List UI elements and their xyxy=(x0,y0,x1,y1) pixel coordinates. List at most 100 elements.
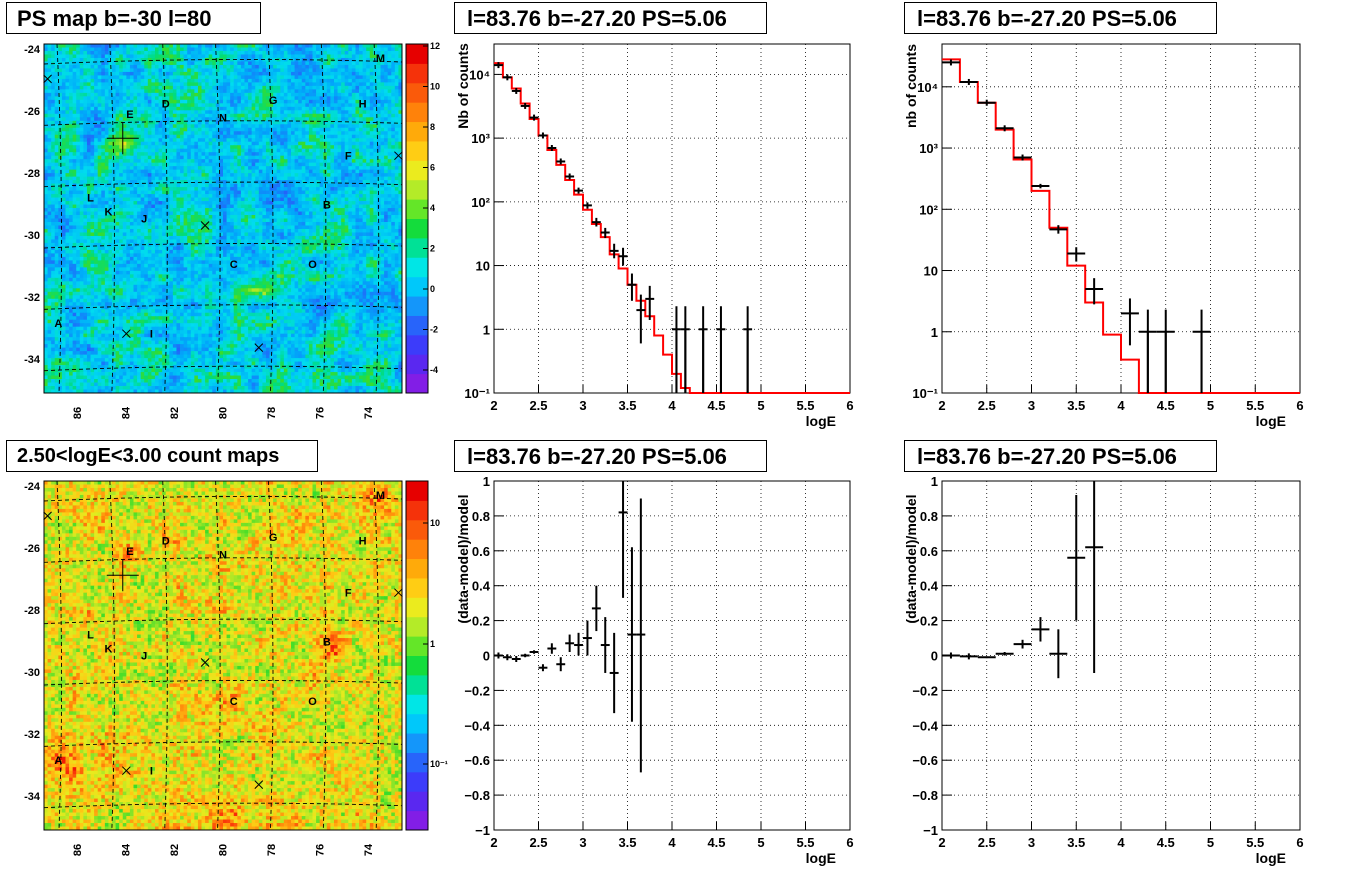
spectrum_left-data-point xyxy=(680,306,690,393)
ps_map-y-tick-label: -28 xyxy=(24,168,40,180)
residual_right-x-tick-label: 2.5 xyxy=(978,835,996,850)
count_map-cross-marker xyxy=(394,588,403,598)
spectrum_left-data-point xyxy=(511,87,521,94)
ps_map-source-l: L xyxy=(87,193,94,205)
count_map-colorbar-cell xyxy=(406,616,428,637)
spectrum_left-data-point xyxy=(547,144,557,151)
residual_right-y-tick-label: 0 xyxy=(931,649,938,664)
count_map-source-m: M xyxy=(376,490,385,502)
ps_map-x-tick-label: 82 xyxy=(169,407,181,419)
ps_map-y-tick-label: -24 xyxy=(24,44,41,56)
ps_map-lon-line xyxy=(56,43,63,394)
ps_map-colorbar-tick-label: 10 xyxy=(430,82,440,92)
ps_map-colorbar-cell xyxy=(406,237,428,258)
spectrum_left-x-tick-label: 2.5 xyxy=(529,398,547,413)
ps_map-colorbar-cell xyxy=(406,63,428,84)
count_map-y-tick-label: -28 xyxy=(24,605,40,617)
spectrum_right-y-axis-label: nb of counts xyxy=(903,44,919,128)
spectrum_left-data-point xyxy=(520,102,530,109)
ps_map-colorbar-tick-label: 6 xyxy=(430,163,435,173)
ps_map-lat-line xyxy=(43,120,403,126)
count_map-colorbar-cell xyxy=(406,577,428,598)
spectrum_left-data-point xyxy=(591,217,601,227)
ps_map-colorbar-cell xyxy=(406,296,428,316)
count_map-colorbar-cell xyxy=(406,752,428,773)
ps_map-colorbar-cell xyxy=(406,315,428,336)
ps_map-colorbar-frame xyxy=(405,43,429,394)
count_map-colorbar-cell xyxy=(406,636,428,656)
spectrum_right-data-point xyxy=(1121,298,1139,346)
residual_left-data-point xyxy=(511,655,521,662)
ps_map-source-i: I xyxy=(150,329,153,341)
spectrum-left-title: l=83.76 b=-27.20 PS=5.06 xyxy=(454,2,767,34)
residual_right-data-point xyxy=(1031,617,1050,642)
count_map-colorbar-cell xyxy=(406,674,428,695)
ps_map-colorbar-tick-label: 0 xyxy=(430,284,435,294)
residual_left-data-point xyxy=(583,620,592,656)
ps_map-x-tick-label: 76 xyxy=(315,407,327,419)
count_map-x-tick-label: 76 xyxy=(315,844,327,856)
ps_map-colorbar-cell xyxy=(406,102,428,123)
ps_map-lat-line xyxy=(43,304,403,310)
count_map-x-tick-label: 78 xyxy=(266,844,278,856)
count_map-colorbar-cell xyxy=(406,500,428,521)
residual_left-data-point xyxy=(591,585,601,632)
ps_map-colorbar-cell xyxy=(406,354,428,375)
spectrum-right-title: l=83.76 b=-27.20 PS=5.06 xyxy=(904,2,1217,34)
count_map-colorbar-cell xyxy=(406,519,428,540)
count_map-source-o: O xyxy=(308,696,317,708)
spectrum_left-data-point xyxy=(529,114,539,121)
residual_left-x-tick-label: 6 xyxy=(846,835,853,850)
count_map-source-k: K xyxy=(104,644,112,656)
spectrum_left-y-tick-label: 10² xyxy=(471,195,490,210)
ps_map-x-tick-label: 80 xyxy=(218,407,230,419)
spectrum_left-y-axis-label: Nb of counts xyxy=(455,43,471,129)
count_map-x-tick-label: 84 xyxy=(121,843,133,856)
spectrum_right-y-tick-label: 10⁻¹ xyxy=(912,386,938,401)
residual_right-x-tick-label: 5.5 xyxy=(1246,835,1264,850)
ps_map-source-h: H xyxy=(359,98,367,110)
spectrum_left-x-tick-label: 6 xyxy=(846,398,853,413)
count_map-lon-line xyxy=(162,480,168,831)
spectrum_left-data-point xyxy=(716,306,726,393)
count_map-cross-marker xyxy=(200,658,210,667)
ps_map-cross-marker xyxy=(43,74,52,84)
ps_map-colorbar-tick-label: -4 xyxy=(430,365,438,375)
count_map-source-j: J xyxy=(141,651,147,663)
residual_right-y-tick-label: −0.6 xyxy=(912,753,938,768)
ps_map-colorbar-cell xyxy=(406,121,428,142)
residual_left-y-tick-label: −0.4 xyxy=(464,718,490,733)
spectrum_right-x-axis-label: logE xyxy=(1256,413,1286,429)
ps_map-lat-line xyxy=(43,181,403,188)
ps_map-colorbar-cell xyxy=(406,373,428,394)
count_map-lat-line xyxy=(43,802,403,809)
ps_map-colorbar-cell xyxy=(406,199,428,219)
ps_map-source-c: C xyxy=(230,259,238,271)
count_map-source-f: F xyxy=(345,588,352,600)
spectrum_left-data-point xyxy=(672,306,681,393)
spectrum_right-data-point xyxy=(977,99,996,106)
residual_left-data-point xyxy=(600,617,610,673)
spectrum_right-x-tick-label: 5.5 xyxy=(1246,398,1264,413)
count_map-y-tick-label: -32 xyxy=(24,729,40,741)
ps_map-colorbar-tick-label: -2 xyxy=(430,325,438,335)
spectrum_left-data-point xyxy=(565,173,575,180)
spectrum_right-data-point xyxy=(1085,278,1104,305)
spectrum_left-data-point xyxy=(574,187,583,194)
ps-map-title: PS map b=-30 l=80 xyxy=(6,2,261,34)
spectrum_left-x-tick-label: 5 xyxy=(757,398,764,413)
spectrum_left-y-tick-label: 10⁴ xyxy=(469,67,490,82)
spectrum_right-x-tick-label: 3.5 xyxy=(1067,398,1085,413)
count_map-x-tick-label: 82 xyxy=(169,844,181,856)
spectrum_right-data-point xyxy=(1031,183,1050,189)
residual_left-x-tick-label: 4 xyxy=(668,835,676,850)
residual_right-y-tick-label: 0.4 xyxy=(920,579,939,594)
count_map-x-tick-label: 74 xyxy=(363,843,375,856)
spectrum_right-x-tick-label: 4.5 xyxy=(1157,398,1175,413)
spectrum_left-frame xyxy=(493,43,851,394)
residual_right-y-tick-label: 0.8 xyxy=(920,509,938,524)
count_map-colorbar-cell xyxy=(406,733,428,753)
count_map-colorbar-cell xyxy=(406,713,428,734)
ps_map-source-k: K xyxy=(104,207,112,219)
count_map-colorbar-cell xyxy=(406,810,428,831)
